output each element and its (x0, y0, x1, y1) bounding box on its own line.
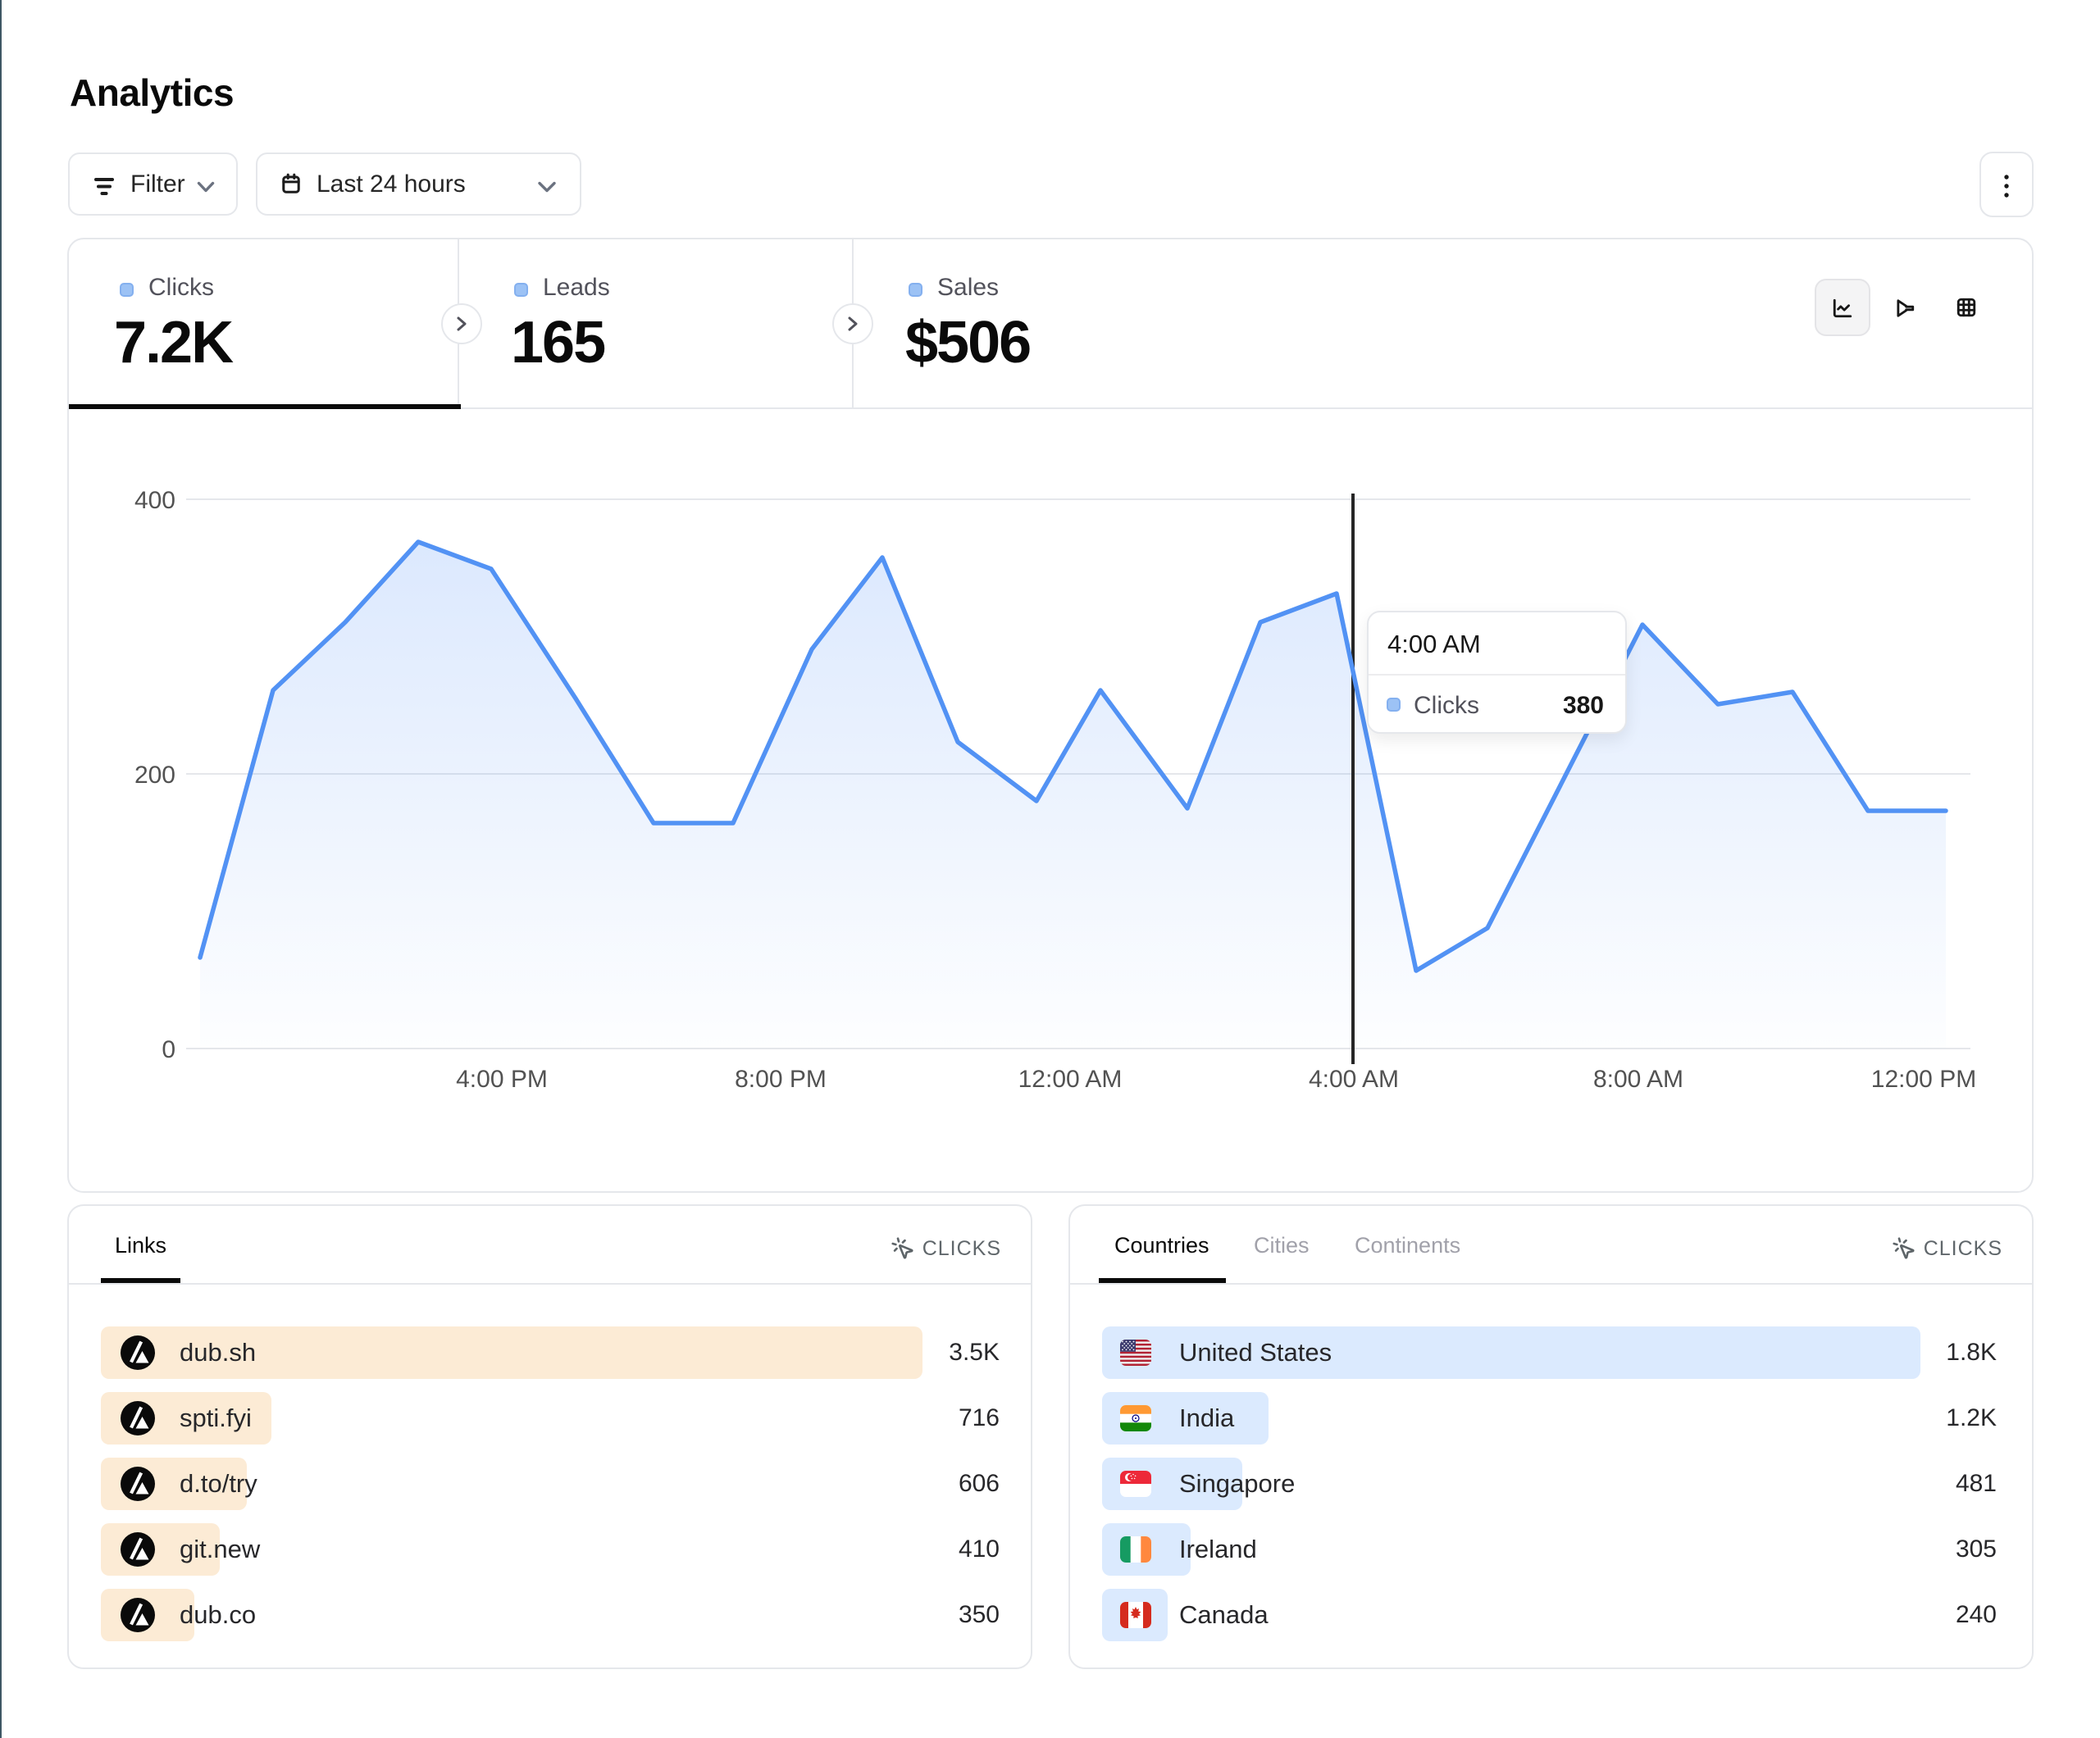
svg-text:8:00 AM: 8:00 AM (1593, 1066, 1683, 1093)
svg-text:4:00 PM: 4:00 PM (456, 1066, 548, 1093)
svg-text:200: 200 (134, 762, 175, 789)
svg-text:4:00 AM: 4:00 AM (1309, 1066, 1399, 1093)
svg-text:400: 400 (134, 487, 175, 514)
svg-text:12:00 AM: 12:00 AM (1018, 1066, 1123, 1093)
svg-text:8:00 PM: 8:00 PM (735, 1066, 827, 1093)
svg-text:12:00 PM: 12:00 PM (1871, 1066, 1976, 1093)
svg-text:0: 0 (162, 1036, 175, 1063)
